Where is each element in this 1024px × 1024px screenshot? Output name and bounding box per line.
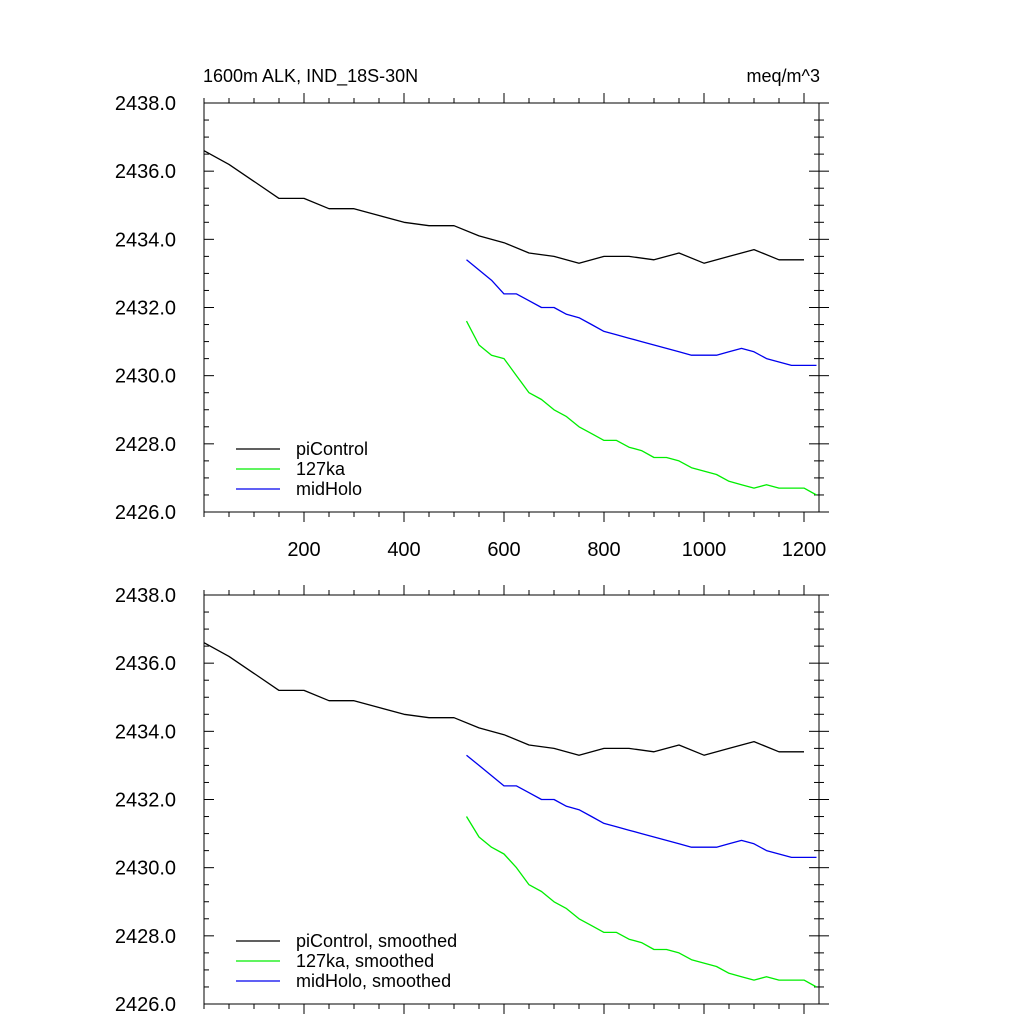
y-tick-label: 2438.0 bbox=[115, 93, 176, 115]
top-panel-title: 1600m ALK, IND_18S-30N bbox=[203, 66, 418, 87]
y-tick-label: 2438.0 bbox=[115, 585, 176, 607]
y-tick-label: 2426.0 bbox=[115, 502, 176, 524]
legend-label: midHolo, smoothed bbox=[296, 971, 451, 991]
top-series bbox=[203, 150, 817, 496]
legend-label: midHolo bbox=[296, 479, 362, 499]
y-tick-label: 2432.0 bbox=[115, 298, 176, 320]
top-panel: 1600m ALK, IND_18S-30N meq/m^3 200 400 600… bbox=[115, 66, 829, 561]
y-tick-label: 2430.0 bbox=[115, 858, 176, 880]
series-line-0 bbox=[203, 150, 804, 264]
x-tick-label: 800 bbox=[587, 539, 620, 561]
x-tick-label: 200 bbox=[287, 539, 320, 561]
top-ticks: 200 400 600 800 1000 1200 2426.0 2428.0 2430.0 24… bbox=[115, 93, 829, 561]
y-tick-label: 2426.0 bbox=[115, 994, 176, 1016]
x-tick-label: 600 bbox=[487, 539, 520, 561]
y-tick-label: 2434.0 bbox=[115, 229, 176, 251]
x-tick-label: 1000 bbox=[682, 539, 727, 561]
y-tick-label: 2428.0 bbox=[115, 926, 176, 948]
legend-label: 127ka bbox=[296, 459, 346, 479]
bottom-series bbox=[203, 642, 817, 988]
x-tick-label: 1200 bbox=[782, 539, 827, 561]
y-tick-label: 2434.0 bbox=[115, 721, 176, 743]
bottom-ticks: 2426.0 2428.0 2430.0 2432.0 2434.0 2436.0 2438… bbox=[115, 585, 829, 1016]
series-line-1 bbox=[465, 816, 817, 988]
series-line-2 bbox=[466, 259, 817, 367]
top-panel-units: meq/m^3 bbox=[747, 66, 820, 86]
y-tick-label: 2430.0 bbox=[115, 366, 176, 388]
legend-label: piControl, smoothed bbox=[296, 931, 457, 951]
y-tick-label: 2428.0 bbox=[115, 434, 176, 456]
x-tick-label: 400 bbox=[387, 539, 420, 561]
bottom-panel: 2426.0 2428.0 2430.0 2432.0 2434.0 2436.0 2438… bbox=[115, 585, 829, 1016]
legend-label: piControl bbox=[296, 439, 368, 459]
series-line-2 bbox=[466, 754, 817, 859]
legend-label: 127ka, smoothed bbox=[296, 951, 434, 971]
y-tick-label: 2436.0 bbox=[115, 653, 176, 675]
y-tick-label: 2436.0 bbox=[115, 161, 176, 183]
y-tick-label: 2432.0 bbox=[115, 790, 176, 812]
series-line-1 bbox=[465, 320, 817, 496]
series-line-0 bbox=[203, 642, 804, 756]
